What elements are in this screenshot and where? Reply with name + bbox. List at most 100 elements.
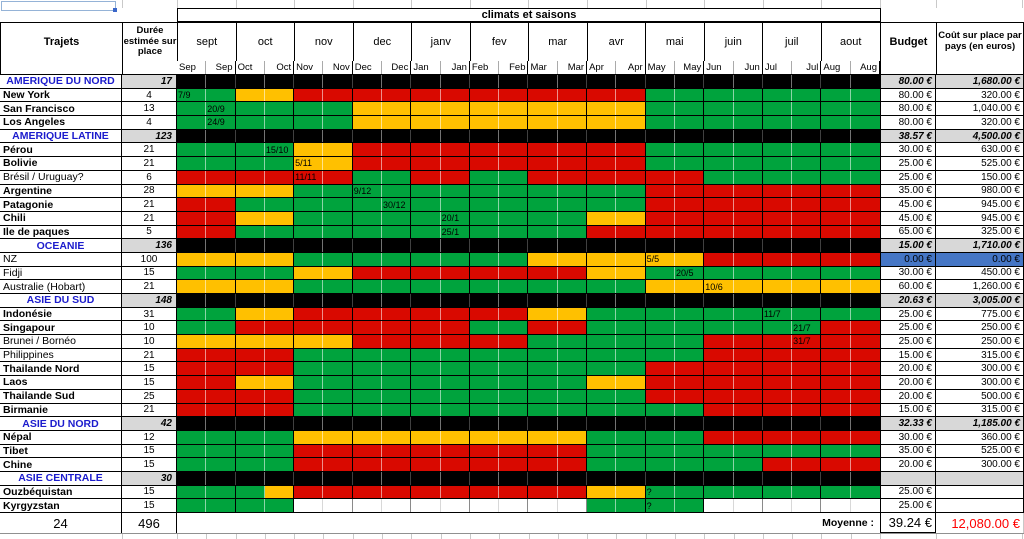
climate-cell[interactable]	[236, 390, 265, 403]
climate-cell[interactable]	[558, 417, 587, 430]
climate-cell[interactable]	[499, 390, 528, 403]
climate-cell[interactable]	[616, 376, 645, 389]
climate-cell[interactable]	[704, 130, 733, 143]
climate-cell[interactable]	[236, 349, 265, 362]
climate-cell[interactable]	[558, 376, 587, 389]
climate-cell[interactable]	[675, 376, 704, 389]
climate-cell[interactable]	[792, 89, 821, 102]
climate-cell[interactable]	[382, 294, 411, 307]
climate-cell[interactable]	[323, 226, 352, 239]
climate-cell[interactable]	[382, 499, 411, 512]
climate-cell[interactable]	[792, 143, 821, 156]
climate-cell[interactable]	[206, 253, 235, 266]
climate-cell[interactable]	[704, 376, 733, 389]
climate-cell[interactable]	[470, 404, 499, 417]
climate-cell[interactable]	[851, 390, 880, 403]
climate-cell[interactable]	[821, 294, 850, 307]
climate-cell[interactable]	[821, 417, 850, 430]
climate-cell[interactable]	[353, 349, 382, 362]
climate-cell[interactable]	[763, 362, 792, 375]
climate-cell[interactable]	[411, 308, 440, 321]
climate-cell[interactable]	[646, 280, 675, 293]
climate-cell[interactable]	[382, 185, 411, 198]
climate-cell[interactable]	[558, 294, 587, 307]
climate-cell[interactable]	[763, 102, 792, 115]
climate-cell[interactable]	[353, 89, 382, 102]
climate-cell[interactable]	[528, 376, 557, 389]
climate-cell[interactable]	[265, 458, 294, 471]
climate-cell[interactable]	[206, 130, 235, 143]
submonth-cell-may-second[interactable]: May	[675, 61, 704, 74]
climate-cell[interactable]	[704, 171, 733, 184]
climate-cell[interactable]	[499, 143, 528, 156]
climate-cell[interactable]	[265, 102, 294, 115]
climate-cell[interactable]	[821, 431, 850, 444]
climate-cell[interactable]	[646, 472, 675, 485]
climate-cell[interactable]	[177, 143, 206, 156]
climate-cell[interactable]	[206, 445, 235, 458]
climate-cell[interactable]	[734, 390, 763, 403]
climate-cell[interactable]	[323, 75, 352, 88]
climate-cell[interactable]	[177, 185, 206, 198]
climate-cell[interactable]	[499, 239, 528, 252]
climate-cell[interactable]	[294, 280, 323, 293]
cout-cell[interactable]: 1,040.00 €	[936, 102, 1024, 115]
climate-cell[interactable]	[294, 376, 323, 389]
climate-cell[interactable]: ?	[646, 486, 675, 499]
climate-cell[interactable]	[382, 89, 411, 102]
climate-cell[interactable]	[353, 472, 382, 485]
climate-cell[interactable]	[792, 239, 821, 252]
climate-cell[interactable]	[675, 472, 704, 485]
climate-cell[interactable]	[206, 280, 235, 293]
submonth-cell-apr-first[interactable]: Apr	[587, 61, 616, 74]
climate-cell[interactable]	[236, 486, 265, 499]
climate-cell[interactable]	[499, 458, 528, 471]
climate-cell[interactable]	[382, 143, 411, 156]
climate-cell[interactable]	[265, 239, 294, 252]
climate-cell[interactable]	[206, 89, 235, 102]
climate-cell[interactable]	[821, 226, 850, 239]
climate-cell[interactable]	[323, 239, 352, 252]
submonth-cell-jan-second[interactable]: Jan	[441, 61, 470, 74]
climate-cell[interactable]	[441, 198, 470, 211]
climate-cell[interactable]	[616, 280, 645, 293]
climate-cell[interactable]	[616, 499, 645, 512]
climate-cell[interactable]	[704, 75, 733, 88]
duree-cell[interactable]: 15	[122, 486, 177, 499]
climate-cell[interactable]	[646, 198, 675, 211]
climate-cell[interactable]	[587, 445, 616, 458]
climate-cell[interactable]	[294, 294, 323, 307]
climate-cell[interactable]	[382, 321, 411, 334]
climate-cell[interactable]	[528, 404, 557, 417]
climate-cell[interactable]	[792, 267, 821, 280]
climate-cell[interactable]	[558, 75, 587, 88]
climate-cell[interactable]	[821, 171, 850, 184]
climate-cell[interactable]	[792, 404, 821, 417]
climate-cell[interactable]	[353, 198, 382, 211]
climate-cell[interactable]	[323, 280, 352, 293]
budget-cell[interactable]: 80.00 €	[880, 116, 936, 129]
climate-cell[interactable]	[763, 212, 792, 225]
climate-cell[interactable]	[323, 267, 352, 280]
duree-cell[interactable]: 21	[122, 280, 177, 293]
climate-cell[interactable]	[763, 349, 792, 362]
climate-cell[interactable]	[528, 417, 557, 430]
climate-cell[interactable]	[675, 499, 704, 512]
climate-cell[interactable]	[851, 472, 880, 485]
country-label[interactable]: Bolivie	[0, 157, 122, 170]
month-header-aout[interactable]: aout	[822, 23, 881, 61]
climate-cell[interactable]	[821, 130, 850, 143]
climate-cell[interactable]	[470, 102, 499, 115]
month-header-oct[interactable]: oct	[237, 23, 296, 61]
climate-cell[interactable]	[704, 239, 733, 252]
climate-cell[interactable]	[675, 130, 704, 143]
climate-cell[interactable]	[646, 321, 675, 334]
climate-cell[interactable]	[499, 335, 528, 348]
climate-cell[interactable]	[734, 171, 763, 184]
budget-cell[interactable]: 20.00 €	[880, 362, 936, 375]
climate-cell[interactable]	[704, 431, 733, 444]
budget-cell[interactable]: 15.00 €	[880, 239, 936, 252]
budget-cell[interactable]: 45.00 €	[880, 198, 936, 211]
duree-cell[interactable]: 136	[122, 239, 177, 252]
climate-cell[interactable]	[792, 253, 821, 266]
